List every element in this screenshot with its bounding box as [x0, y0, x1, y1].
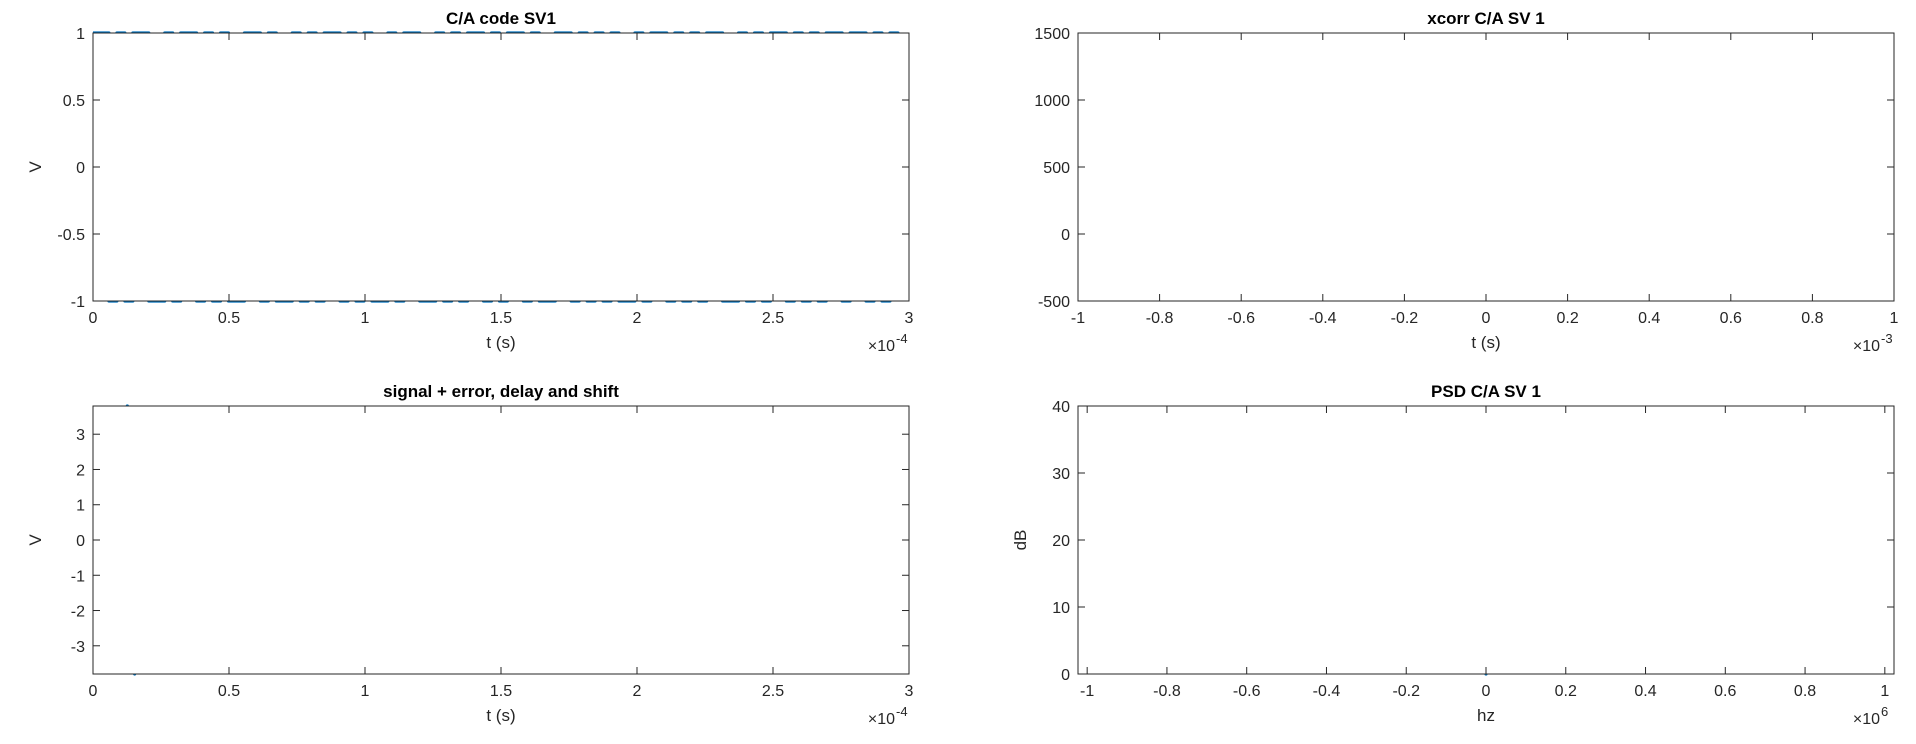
x-tick-label: 0 — [89, 683, 98, 700]
x-tick-label: 0 — [1482, 310, 1491, 327]
y-tick-label: -3 — [71, 639, 85, 656]
x-tick-label: 0.8 — [1794, 683, 1816, 700]
x-exponent-value: -4 — [896, 704, 908, 719]
x-tick-label: 1.5 — [490, 683, 512, 700]
y-tick-label: 1000 — [1034, 93, 1070, 110]
x-tick-label: -0.6 — [1233, 683, 1261, 700]
x-tick-label: 0.4 — [1634, 683, 1656, 700]
y-tick-label: 3 — [76, 427, 85, 444]
y-tick-label: -0.5 — [57, 227, 85, 244]
chart-signal-error: 0 0.5 1 1.5 2 2.5 3 -3 -2 -1 0 1 2 3 signal + error, d… — [26, 382, 914, 728]
x-exponent-label: ×10 — [1853, 338, 1880, 355]
x-tick-label: 0 — [1482, 683, 1491, 700]
x-axis-label: t (s) — [1471, 333, 1500, 352]
axes-box — [1077, 32, 1895, 302]
x-tick-label: -1 — [1080, 683, 1094, 700]
chart-title: PSD C/A SV 1 — [1431, 382, 1541, 401]
y-tick-label: 20 — [1052, 533, 1070, 550]
chart-title: C/A code SV1 — [446, 9, 556, 28]
x-tick-label: 0.5 — [218, 310, 240, 327]
y-tick-label: 10 — [1052, 600, 1070, 617]
axes-box — [92, 32, 910, 302]
x-tick-label: 0.6 — [1720, 310, 1742, 327]
chart-ca-code: 0 0.5 1 1.5 2 2.5 3 -1 -0.5 0 0.5 1 C/A code SV1 t (s… — [26, 9, 914, 355]
x-tick-label: -0.6 — [1227, 310, 1255, 327]
x-exponent-value: -3 — [1881, 331, 1893, 346]
y-tick-label: -2 — [71, 604, 85, 621]
x-tick-label: 2.5 — [762, 683, 784, 700]
x-axis-label: t (s) — [486, 333, 515, 352]
x-tick-label: 0.8 — [1801, 310, 1823, 327]
x-tick-label: 0.5 — [218, 683, 240, 700]
y-axis-label: V — [26, 534, 45, 546]
y-tick-label: 0 — [1061, 227, 1070, 244]
x-exponent-value: 6 — [1881, 704, 1888, 719]
axes-box — [92, 405, 910, 675]
y-tick-label: 1 — [76, 26, 85, 43]
y-tick-label: 0 — [76, 533, 85, 550]
x-tick-label: -0.8 — [1153, 683, 1181, 700]
y-tick-label: 2 — [76, 462, 85, 479]
y-tick-label: 500 — [1043, 160, 1070, 177]
x-tick-label: 1 — [1880, 683, 1889, 700]
x-tick-label: 0.6 — [1714, 683, 1736, 700]
x-tick-label: 0.4 — [1638, 310, 1660, 327]
x-exponent-label: ×10 — [868, 711, 895, 728]
y-axis-label: V — [26, 161, 45, 173]
x-tick-label: 2.5 — [762, 310, 784, 327]
y-axis-label: dB — [1011, 530, 1030, 551]
x-tick-label: -0.2 — [1392, 683, 1420, 700]
x-tick-label: 3 — [905, 683, 914, 700]
x-axis-label: t (s) — [486, 706, 515, 725]
chart-psd: -1 -0.8 -0.6 -0.4 -0.2 0 0.2 0.4 0.6 0.8 101020304… — [1011, 382, 1895, 728]
x-exponent-label: ×10 — [1853, 711, 1880, 728]
chart-xcorr: -1 -0.8 -0.6 -0.4 -0.2 0 0.2 0.4 0.6 0.8 1 -500 0 500… — [1034, 9, 1898, 355]
x-tick-label: 1 — [361, 310, 370, 327]
x-tick-label: 0.2 — [1555, 683, 1577, 700]
x-axis-label: hz — [1477, 706, 1495, 725]
y-tick-label: 0 — [1061, 667, 1070, 684]
x-tick-label: -1 — [1071, 310, 1085, 327]
y-tick-label: -1 — [71, 568, 85, 585]
y-tick-label: 1 — [76, 498, 85, 515]
x-exponent-label: ×10 — [868, 338, 895, 355]
x-tick-label: -0.8 — [1146, 310, 1174, 327]
x-tick-label: 2 — [633, 683, 642, 700]
y-tick-label: 0.5 — [63, 93, 85, 110]
x-tick-label: 3 — [905, 310, 914, 327]
axes-box — [1077, 405, 1895, 675]
x-tick-label: 0 — [89, 310, 98, 327]
x-exponent-value: -4 — [896, 331, 908, 346]
y-tick-label: -500 — [1038, 294, 1070, 311]
x-tick-label: 1.5 — [490, 310, 512, 327]
y-tick-label: -1 — [71, 294, 85, 311]
x-tick-label: 0.2 — [1556, 310, 1578, 327]
y-tick-label: 1500 — [1034, 26, 1070, 43]
x-tick-label: 1 — [361, 683, 370, 700]
y-tick-label: 30 — [1052, 466, 1070, 483]
x-tick-label: 1 — [1890, 310, 1899, 327]
chart-title: xcorr C/A SV 1 — [1427, 9, 1544, 28]
x-tick-label: -0.4 — [1309, 310, 1337, 327]
x-tick-label: 2 — [633, 310, 642, 327]
x-tick-label: -0.2 — [1391, 310, 1419, 327]
x-tick-label: -0.4 — [1313, 683, 1341, 700]
y-tick-label: 0 — [76, 160, 85, 177]
y-tick-label: 40 — [1052, 399, 1070, 416]
chart-title: signal + error, delay and shift — [383, 382, 619, 401]
